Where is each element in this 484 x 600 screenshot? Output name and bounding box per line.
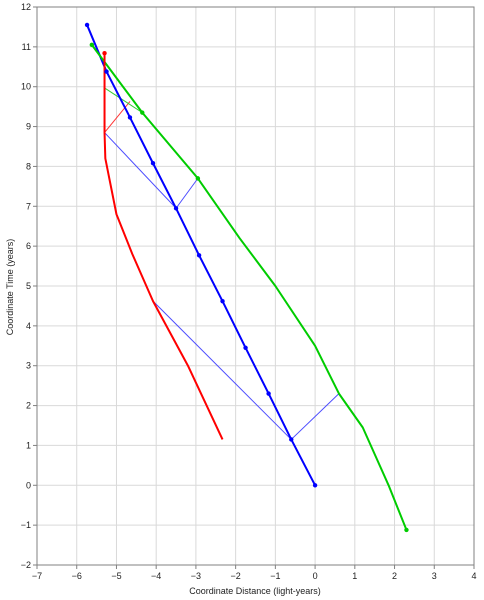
x-tick-label: −5 <box>111 571 121 581</box>
x-tick-label: 3 <box>432 571 437 581</box>
y-tick-label: 8 <box>26 161 31 171</box>
series-point-1 <box>196 253 202 258</box>
x-tick-label: 4 <box>471 571 476 581</box>
x-tick-label: −2 <box>231 571 241 581</box>
y-tick-label: 5 <box>26 281 31 291</box>
series-point-1 <box>127 115 133 120</box>
x-tick-labels: −7 −6 −5 −4 −3 −2 −1 0 1 2 3 4 <box>32 571 477 581</box>
y-tick-label: 3 <box>26 361 31 371</box>
series-line-2 <box>91 44 408 531</box>
y-tick-label: 7 <box>26 201 31 211</box>
series-point-1 <box>84 22 90 28</box>
y-tick-label: 2 <box>26 401 31 411</box>
series-markers <box>84 22 409 533</box>
plot-frame <box>36 6 475 566</box>
series-point-1 <box>220 298 225 304</box>
y-tick-label: 10 <box>21 82 31 92</box>
x-tick-label: 0 <box>313 571 318 581</box>
y-axis-title: Coordinate Time (years) <box>5 239 15 336</box>
series-point-2 <box>89 42 95 48</box>
x-tick-label: −3 <box>191 571 201 581</box>
y-tick-label: −1 <box>21 520 31 530</box>
series-point-2 <box>404 527 409 533</box>
series-point-3 <box>102 51 107 56</box>
light-signal-line <box>104 87 143 114</box>
series-point-1 <box>173 206 179 211</box>
x-tick-label: −4 <box>151 571 161 581</box>
series-point-1 <box>243 345 248 350</box>
y-tick-label: 6 <box>26 241 31 251</box>
x-tick-label: −1 <box>270 571 280 581</box>
y-tick-label: 11 <box>22 42 31 52</box>
series-point-1 <box>266 391 271 396</box>
y-tick-label: 1 <box>26 440 31 450</box>
x-tick-label: 2 <box>392 571 397 581</box>
series-point-2 <box>195 176 201 181</box>
y-tick-label: −2 <box>21 560 31 570</box>
y-tick-label: 12 <box>21 2 31 12</box>
series-line-3 <box>103 53 224 440</box>
series-point-1 <box>312 483 318 488</box>
series-point-2 <box>140 110 145 115</box>
x-tick-label: −6 <box>72 571 82 581</box>
y-tick-label: 0 <box>26 480 31 490</box>
y-tick-label: 9 <box>26 122 31 132</box>
series-point-1 <box>104 69 109 74</box>
x-tick-label: −7 <box>32 571 42 581</box>
series-point-1 <box>289 437 294 442</box>
series-point-1 <box>150 161 156 166</box>
y-tick-label: 4 <box>26 321 31 331</box>
light-signal-line <box>104 101 131 133</box>
x-tick-label: 1 <box>352 571 357 581</box>
x-axis-title: Coordinate Distance (light-years) <box>189 586 321 596</box>
